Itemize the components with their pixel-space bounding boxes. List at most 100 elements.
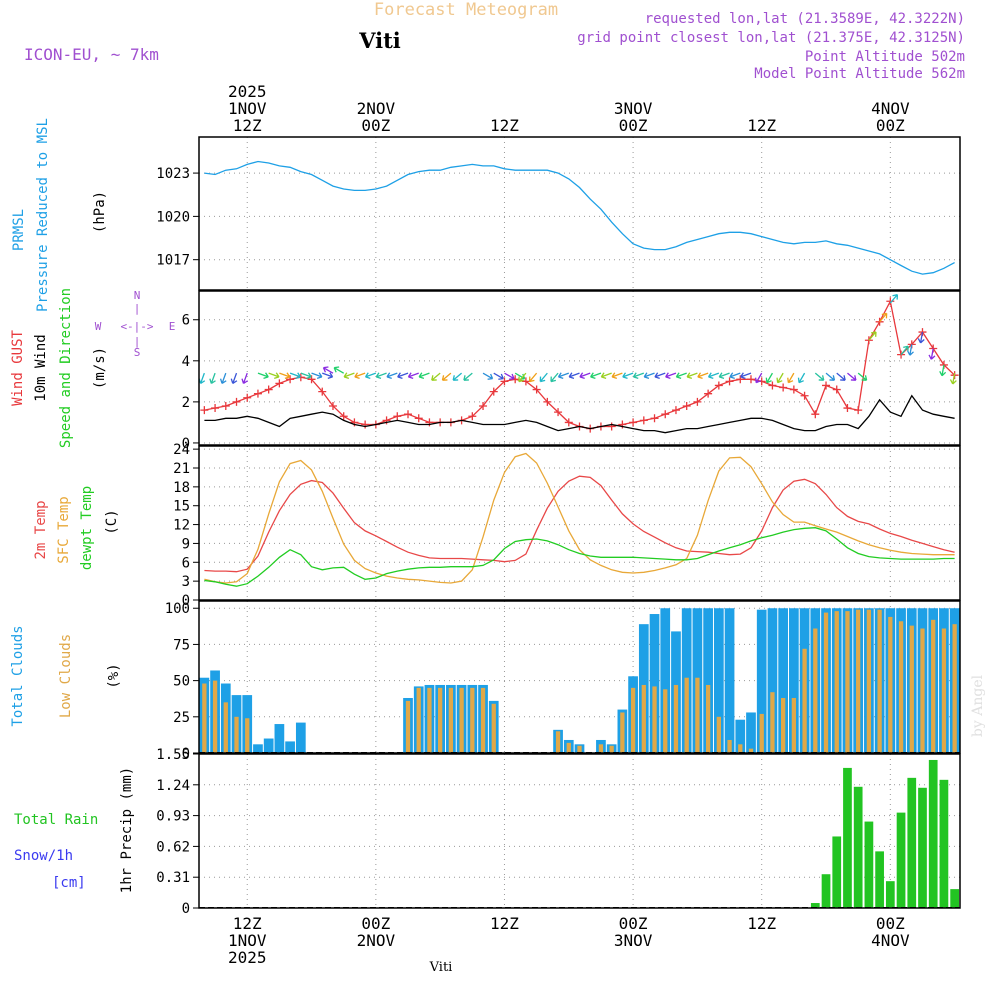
gust-marker (886, 297, 895, 306)
wind-dir-arrow (590, 372, 602, 379)
bar-low-clouds (888, 616, 893, 753)
chart-title: Forecast Meteogram (374, 0, 558, 20)
low-clouds-label: Low Clouds (58, 634, 74, 718)
wind-dir-arrow (825, 372, 836, 381)
bar-low-clouds (405, 700, 411, 753)
wind-dir-arrow (219, 372, 227, 385)
bottom-time-label: 12Z (490, 914, 519, 933)
bar-rain (939, 779, 949, 908)
panel-temperature: 0 3 6 9 12 15 18 21 24 (173, 442, 961, 609)
y-tick-label: 15 (173, 499, 190, 515)
bar-low-clouds (866, 609, 872, 753)
wind-dir-arrow (836, 372, 846, 381)
wind-dir-arrow (797, 372, 806, 384)
gust-marker (650, 414, 659, 423)
gust-marker (404, 410, 413, 419)
compass-bar-top: | (134, 302, 141, 315)
gust-marker (661, 410, 670, 419)
y-tick-label: 1023 (156, 166, 190, 182)
y-tick-label: 0 (182, 746, 190, 762)
bottom-time-label: 2NOV (357, 931, 396, 950)
compass-rose: N | W <-|-> E | S (95, 289, 176, 359)
gust-marker (554, 408, 563, 417)
bar-low-clouds (716, 716, 721, 753)
bar-low-clouds (427, 687, 432, 753)
gust-marker (607, 422, 616, 431)
y-tick-label: 1020 (156, 209, 190, 225)
bottom-time-label: 2025 (228, 948, 267, 967)
gust-marker (564, 418, 573, 427)
total-clouds-label: Total Clouds (10, 625, 26, 726)
wind-dir-arrow (322, 372, 334, 379)
bottom-time-label: 12Z (747, 914, 776, 933)
wind-dir-arrow (452, 372, 463, 381)
wind-dir-arrow (311, 372, 323, 379)
wind-dir-arrow (907, 344, 914, 356)
bar-low-clouds (212, 680, 218, 753)
wind-dir-arrow (257, 372, 269, 379)
bar-low-clouds (555, 731, 561, 753)
bar-low-clouds (663, 689, 668, 753)
gust-marker (682, 401, 691, 410)
bar-low-clouds (738, 744, 743, 753)
bar-total-clouds (724, 608, 735, 753)
wind-dir-arrow (418, 372, 430, 379)
gust-marker (500, 377, 509, 386)
wind-dir-arrow (879, 312, 888, 323)
wind-dir-arrow (665, 372, 677, 379)
model-name: ICON-EU, ~ 7km (24, 45, 159, 64)
wind-dir-arrow (241, 372, 249, 385)
bar-low-clouds (813, 628, 818, 753)
gust-marker (489, 387, 498, 396)
bar-rain (918, 787, 927, 908)
wind-dir-arrow (889, 293, 899, 304)
wind-dir-arrow (386, 372, 398, 379)
y-tick-label: 24 (173, 442, 190, 458)
y-tick-label: 1017 (156, 253, 190, 269)
bar-total-clouds (660, 608, 671, 753)
panel-frame (198, 290, 961, 446)
wind-dir-arrow (354, 372, 366, 379)
gust-marker (822, 381, 831, 390)
bottom-time-label: 12Z (233, 914, 262, 933)
wind-dir-arrow (949, 373, 957, 385)
gust-marker (811, 410, 820, 419)
bar-low-clouds (845, 611, 850, 753)
bar-low-clouds (823, 612, 829, 753)
bar-low-clouds (834, 611, 839, 753)
y-tick-label: 6 (182, 555, 190, 571)
y-tick-label: 0 (182, 901, 190, 917)
top-time-label: 00Z (876, 116, 905, 135)
y-tick-label: 2 (182, 395, 190, 411)
bar-low-clouds (941, 628, 947, 753)
panel-wind: 0 2 4 6 (182, 290, 961, 452)
bottom-time-label: 00Z (361, 914, 390, 933)
wind-dir-arrow (279, 372, 291, 379)
requested-coords: requested lon,lat (21.3589E, 42.3222N) (645, 11, 965, 27)
gust-marker (328, 401, 337, 410)
bar-low-clouds (245, 718, 250, 753)
pressure-unit: (hPa) (92, 191, 108, 233)
bar-low-clouds (491, 703, 496, 753)
wind-dir-arrow (518, 372, 527, 383)
gust-marker (253, 389, 262, 398)
compass-s: S (134, 346, 141, 359)
panel-frame (198, 753, 961, 909)
footer-location: Viti (429, 960, 453, 975)
bar-low-clouds (802, 648, 807, 753)
bar-total-clouds (767, 608, 778, 753)
gust-label: Wind GUST (10, 330, 26, 406)
y-tick-label: 25 (173, 710, 190, 726)
wind-dir-arrow (550, 372, 559, 383)
panel-clouds: 0 25 50 75 100 (165, 600, 961, 762)
bar-low-clouds (770, 692, 775, 753)
gust-marker (532, 385, 541, 394)
wind-dir-arrow (463, 372, 473, 381)
wind-dir-arrow (431, 372, 441, 381)
wind-dir-arrow (776, 372, 784, 384)
wind-dir-arrow (814, 372, 825, 381)
wind-dir-arrow (868, 331, 877, 341)
bar-rain (832, 836, 842, 908)
